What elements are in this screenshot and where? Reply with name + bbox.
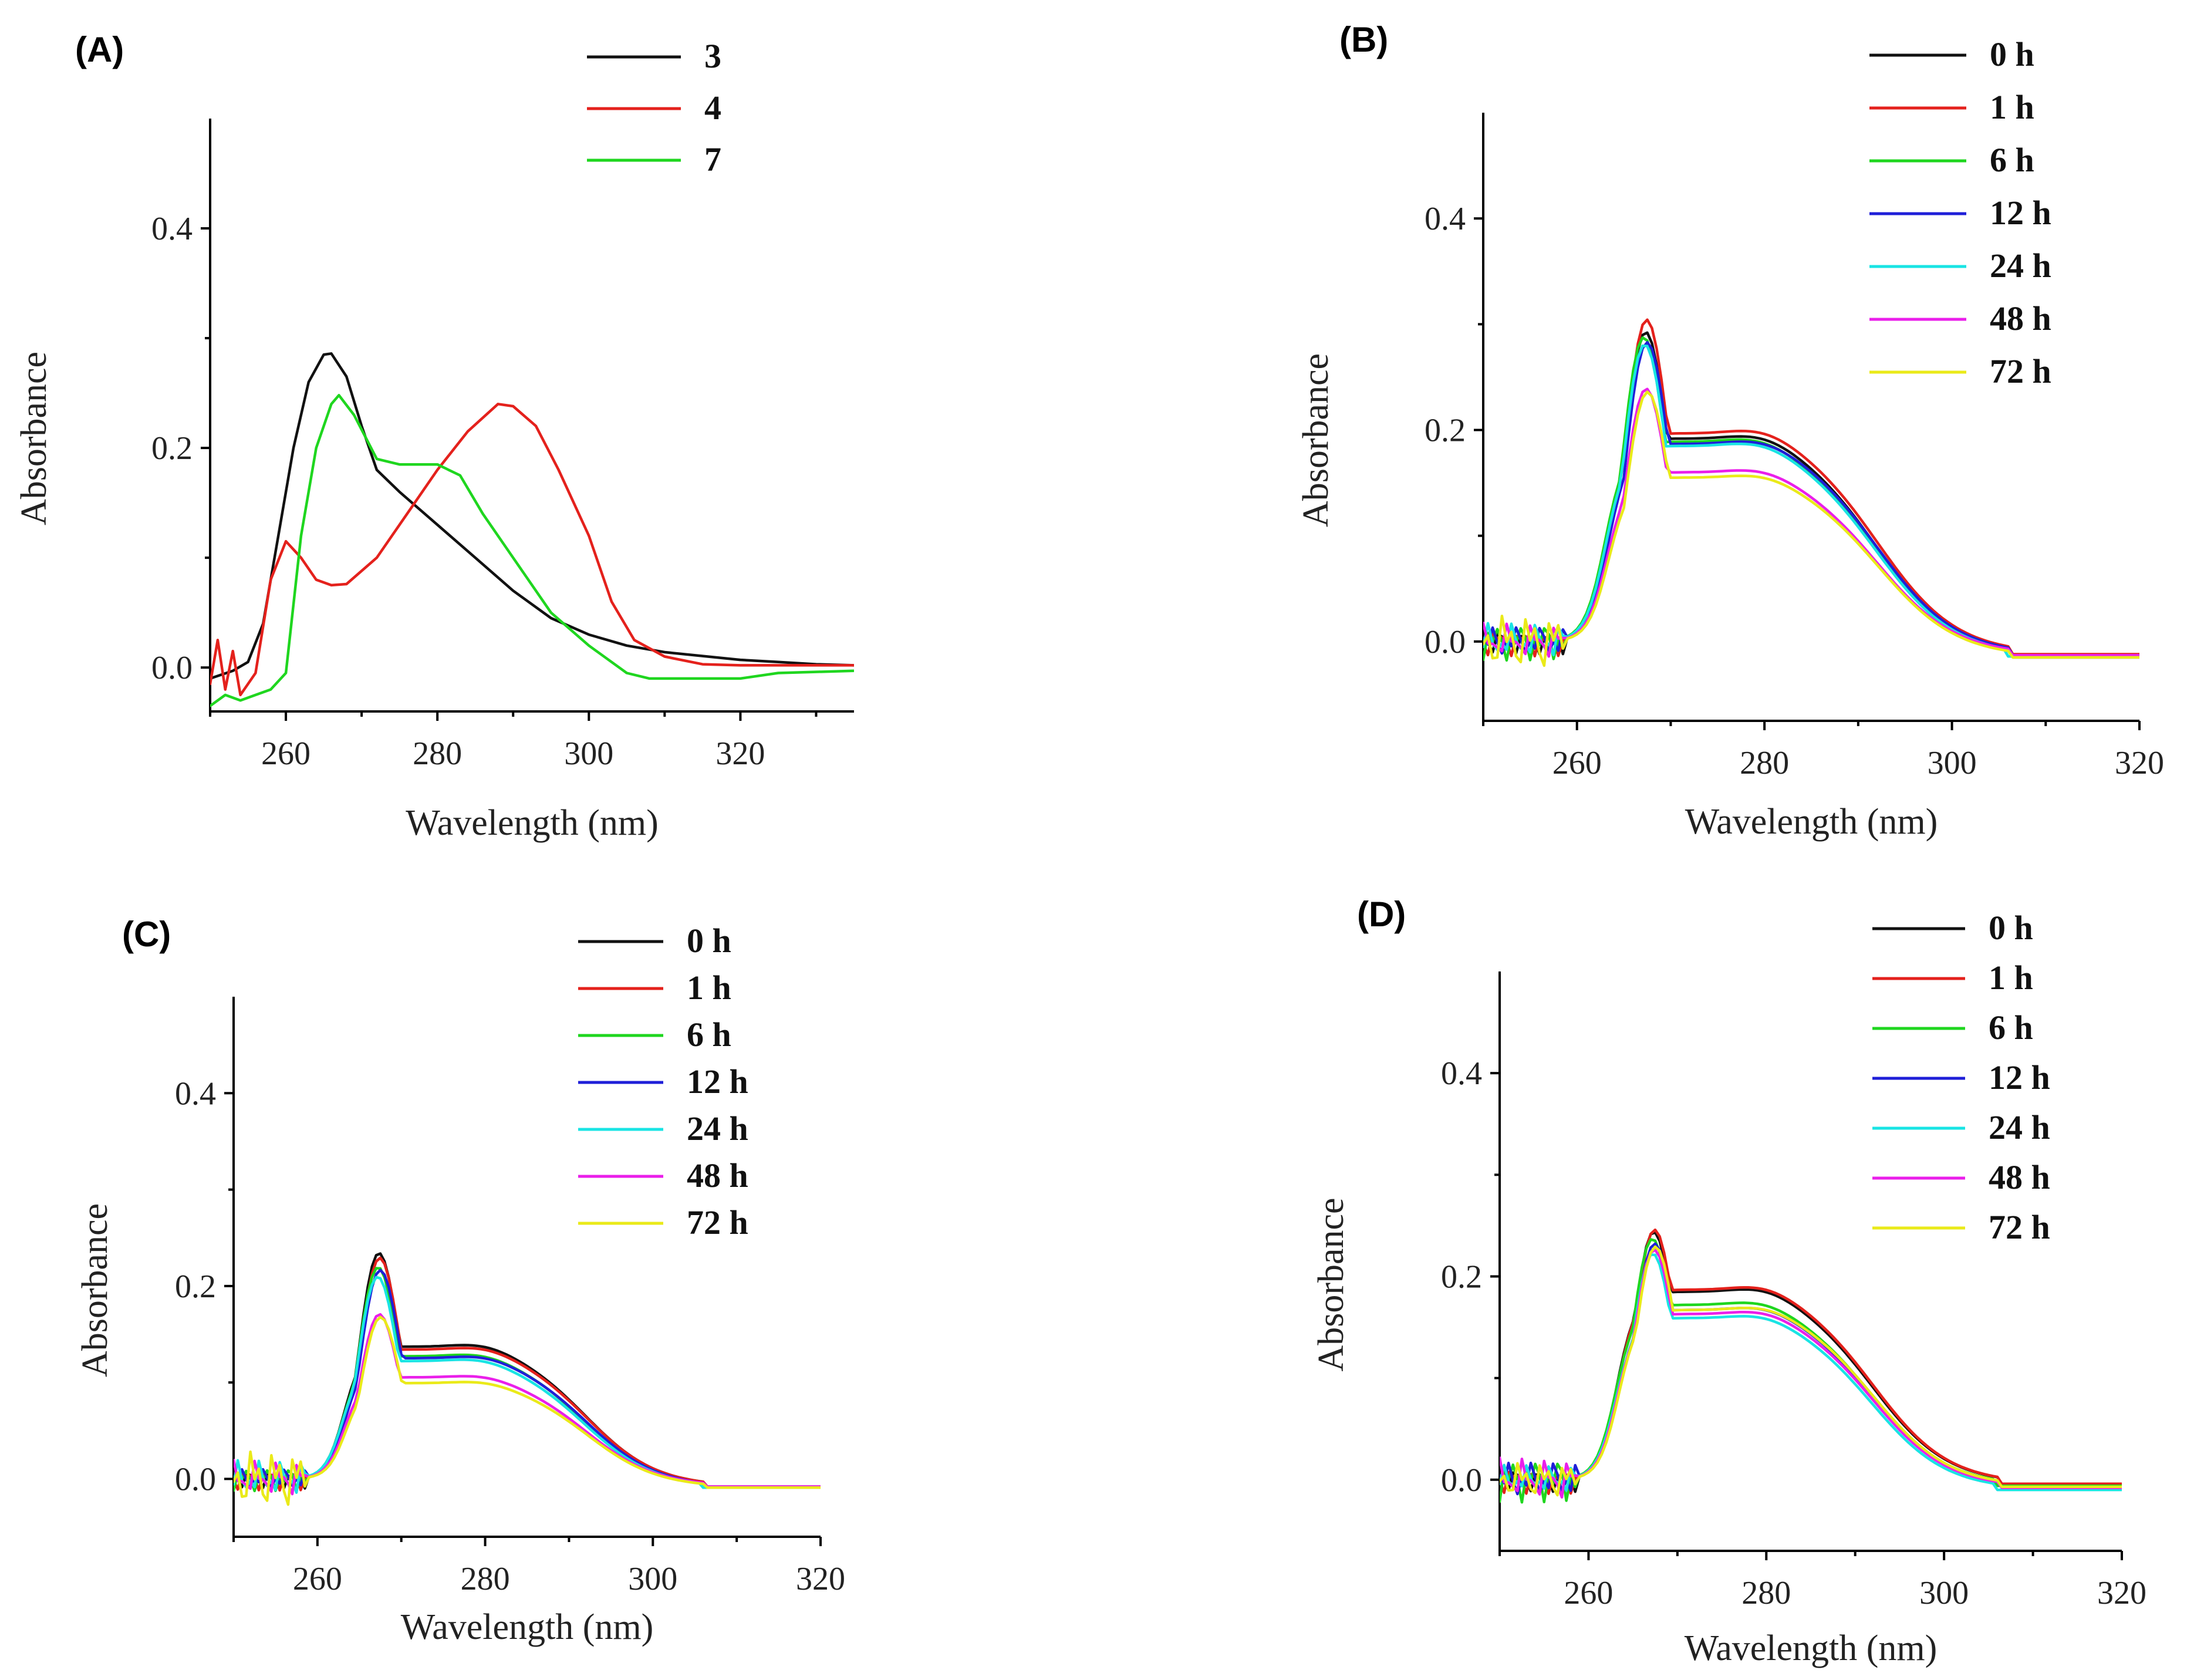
panel-b: (B) 260 280 300 320 0.0 0.2 0.4 Wavelength (nm)…: [1296, 20, 2164, 842]
x-tick-label: 320: [715, 736, 765, 772]
series-line-4: [210, 403, 854, 697]
series-line-72h: [234, 1315, 821, 1506]
legend-label: 0 h: [1989, 909, 2033, 947]
x-tick-label: 280: [1741, 1575, 1791, 1611]
legend-label: 4: [704, 89, 721, 127]
series-group: [210, 352, 854, 707]
x-tick-label: 280: [1740, 745, 1789, 781]
series-line-72h: [1483, 390, 2139, 667]
x-tick-label: 320: [2097, 1575, 2146, 1611]
legend-label: 12 h: [1990, 194, 2051, 232]
legend-label: 48 h: [687, 1156, 748, 1195]
legend-label: 72 h: [1989, 1208, 2050, 1246]
y-axis-title: Absorbance: [1311, 1197, 1351, 1371]
series-line-48h: [1483, 387, 2139, 658]
panel-c-letter: (C): [122, 915, 171, 954]
x-tick-label: 300: [628, 1561, 677, 1597]
legend-label: 1 h: [687, 969, 731, 1007]
series-line-0h: [234, 1252, 821, 1490]
series-line-12h: [1500, 1242, 2122, 1496]
y-tick-label: 0.4: [1441, 1055, 1482, 1092]
y-tick-label: 0.0: [1441, 1462, 1482, 1499]
y-tick-label: 0.4: [151, 211, 193, 247]
legend-label: 1 h: [1990, 88, 2034, 126]
series-line-1h: [1500, 1228, 2122, 1495]
series-line-24h: [1500, 1253, 2122, 1492]
panel-a-letter: (A): [75, 30, 124, 69]
legend-label: 48 h: [1990, 299, 2051, 338]
y-axis-title: Absorbance: [75, 1203, 115, 1377]
series-line-48h: [1500, 1249, 2122, 1499]
x-tick-label: 260: [1564, 1575, 1613, 1611]
legend-label: 7: [704, 140, 721, 178]
x-tick-label: 320: [2115, 745, 2164, 781]
y-tick-label: 0.2: [1425, 413, 1466, 449]
legend-label: 1 h: [1989, 959, 2033, 997]
x-tick-label: 300: [1919, 1575, 1969, 1611]
y-tick-label: 0.4: [1425, 201, 1466, 237]
legend-label: 0 h: [1990, 35, 2034, 73]
y-axis-title: Absorbance: [14, 352, 54, 525]
x-axis-title: Wavelength (nm): [1685, 802, 1938, 842]
legend-label: 0 h: [687, 922, 731, 960]
series-line-3: [210, 352, 854, 680]
x-tick-label: 300: [564, 736, 613, 772]
panel-b-letter: (B): [1339, 20, 1388, 59]
legend-label: 3: [704, 37, 721, 75]
x-tick-label: 300: [1928, 745, 1977, 781]
y-tick-label: 0.2: [175, 1269, 216, 1305]
legend-label: 6 h: [687, 1016, 731, 1054]
y-tick-label: 0.0: [175, 1461, 216, 1497]
legend-label: 6 h: [1989, 1008, 2033, 1047]
legend-label: 12 h: [1989, 1058, 2050, 1097]
y-tick-label: 0.0: [151, 650, 193, 686]
legend-label: 72 h: [1990, 352, 2051, 390]
x-tick-label: 260: [1552, 745, 1602, 781]
legend-label: 12 h: [687, 1062, 748, 1101]
legend-label: 24 h: [1989, 1108, 2050, 1146]
series-group: [1483, 318, 2139, 667]
series-line-72h: [1500, 1245, 2122, 1497]
panel-a: (A) 260 280 300 320 0.0 0.2 0.4 Wavelength (nm)…: [14, 30, 854, 843]
legend-label: 48 h: [1989, 1158, 2050, 1196]
x-tick-label: 320: [796, 1561, 845, 1597]
x-tick-label: 260: [293, 1561, 342, 1597]
series-line-6h: [1500, 1238, 2122, 1504]
legend-label: 24 h: [1990, 247, 2051, 285]
legend-label: 6 h: [1990, 141, 2034, 179]
x-tick-label: 280: [461, 1561, 510, 1597]
series-line-7: [210, 394, 854, 707]
x-axis-title: Wavelength (nm): [401, 1607, 654, 1647]
y-tick-label: 0.2: [1441, 1259, 1482, 1295]
panel-c: (C) 260 280 300 320 0.0 0.2 0.4 Wavelength (nm)…: [75, 915, 845, 1647]
series-line-24h: [234, 1276, 821, 1495]
legend-label: 72 h: [687, 1203, 748, 1242]
panel-d: (D) 260 280 300 320 0.0 0.2 0.4 Wavelength (nm)…: [1311, 895, 2146, 1668]
x-axis-title: Wavelength (nm): [1685, 1628, 1938, 1668]
x-tick-label: 280: [413, 736, 462, 772]
series-line-0h: [1500, 1231, 2122, 1493]
y-tick-label: 0.0: [1425, 624, 1466, 660]
y-tick-label: 0.2: [151, 430, 193, 467]
y-axis-title: Absorbance: [1296, 353, 1336, 527]
y-tick-label: 0.4: [175, 1075, 216, 1112]
panel-d-letter: (D): [1357, 895, 1406, 934]
legend-label: 24 h: [687, 1109, 748, 1148]
x-tick-label: 260: [261, 736, 310, 772]
x-axis-title: Wavelength (nm): [406, 803, 659, 843]
series-group: [1500, 1228, 2122, 1504]
series-group: [234, 1252, 821, 1506]
